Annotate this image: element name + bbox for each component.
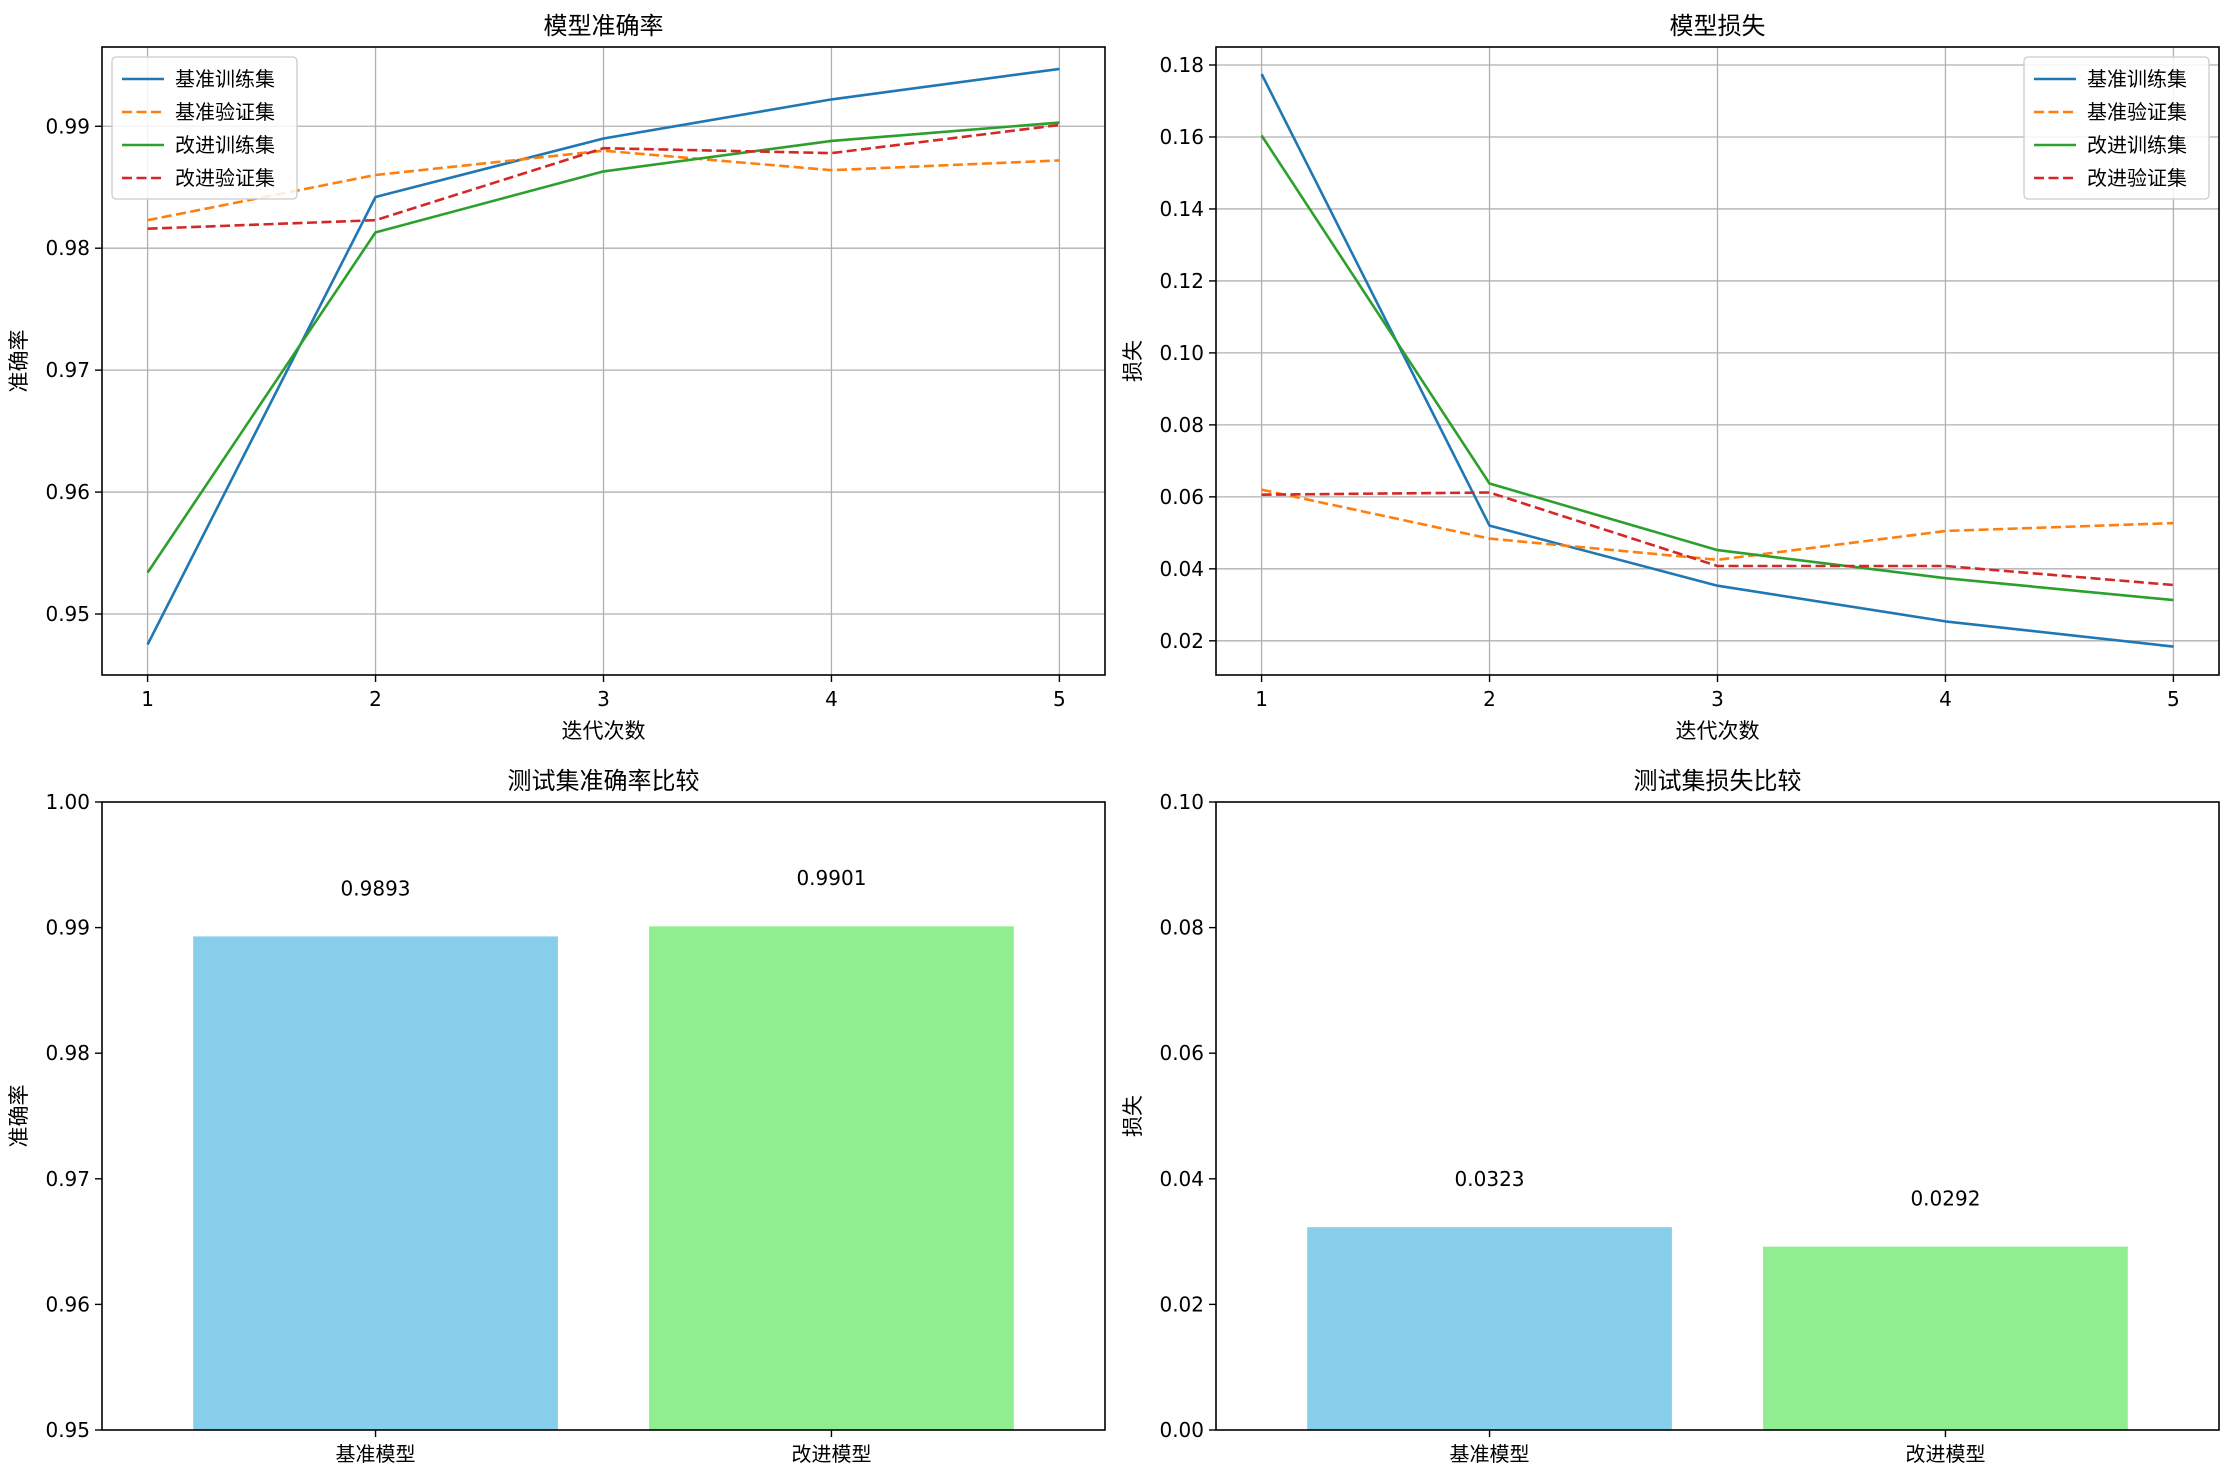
bar-value-label: 0.9893 [341,876,411,900]
axes-frame [1215,801,2220,1431]
y-tick-label: 0.12 [1159,269,1204,293]
y-tick-label: 0.18 [1159,53,1204,77]
series-line-3 [146,121,1060,574]
y-tick-label: 0.96 [45,480,90,504]
legend-label: 改进训练集 [2087,133,2187,157]
y-axis-label: 损失 [1121,340,1145,382]
y-tick-label: 0.95 [45,602,90,626]
legend-box [111,56,298,200]
bar-2 [1763,1246,2128,1430]
legend-label: 改进验证集 [175,166,275,190]
y-tick-label: 0.99 [45,916,90,940]
y-tick-label: 0.04 [1159,557,1204,581]
panel-title: 测试集准确率比较 [508,767,700,795]
series-line-3 [1260,134,2174,602]
y-tick-label: 0.99 [45,114,90,138]
legend-label: 基准训练集 [175,67,275,91]
panel-2: 0.02 0.04 0.06 0.08 0.10 0.12 0.14 0.16 0.18 1 2 3 4… [1121,12,2220,743]
legend-box [2023,56,2210,200]
bar-value-label: 0.0292 [1910,1186,1980,1210]
y-tick-label: 0.97 [45,358,90,382]
y-tick-label: 0.96 [45,1292,90,1316]
y-tick-label: 0.08 [1159,916,1204,940]
panel-title: 模型准确率 [544,12,664,40]
series-line-4 [1261,491,2174,587]
x-tick-label: 基准模型 [1450,1442,1530,1466]
y-tick-label: 0.98 [45,1041,90,1065]
y-tick-label: 0.16 [1159,125,1204,149]
y-tick-label: 0.98 [45,236,90,260]
bar-2 [649,926,1014,1430]
panel-title: 模型损失 [1670,12,1766,40]
x-axis-label: 迭代次数 [1676,719,1760,743]
bar-1 [1307,1227,1672,1430]
y-axis-label: 损失 [1121,1095,1145,1137]
y-tick-label: 0.02 [1159,1292,1204,1316]
y-tick-label: 0.14 [1159,197,1204,221]
legend-label: 改进验证集 [2087,166,2187,190]
x-tick-label: 3 [1711,687,1724,711]
x-tick-label: 2 [369,687,382,711]
y-axis-label: 准确率 [7,330,31,393]
panel-3: 0.9893 0.9901 0.95 0.96 0.97 0.98 0.99 1.00 基准模型… [7,767,1106,1466]
legend-label: 基准训练集 [2087,67,2187,91]
y-tick-label: 0.02 [1159,629,1204,653]
y-tick-label: 0.10 [1159,341,1204,365]
y-tick-label: 0.97 [45,1167,90,1191]
x-tick-label: 基准模型 [336,1442,416,1466]
x-tick-label: 3 [597,687,610,711]
x-tick-label: 改进模型 [1905,1442,1985,1466]
y-tick-label: 1.00 [45,790,90,814]
y-tick-label: 0.06 [1159,1041,1204,1065]
y-tick-label: 0.10 [1159,790,1204,814]
y-tick-label: 0.00 [1159,1418,1204,1442]
series-line-1 [1260,73,2174,648]
x-tick-label: 改进模型 [791,1442,871,1466]
y-tick-label: 0.04 [1159,1167,1204,1191]
series-line-2 [147,149,1060,222]
x-axis-label: 迭代次数 [562,719,646,743]
y-tick-label: 0.95 [45,1418,90,1442]
bar-value-label: 0.0323 [1455,1167,1525,1191]
panel-title: 测试集损失比较 [1634,767,1802,795]
x-tick-label: 4 [1939,687,1952,711]
x-tick-label: 2 [1483,687,1496,711]
bar-1 [193,936,558,1430]
y-tick-label: 0.08 [1159,413,1204,437]
bar-value-label: 0.9901 [796,866,866,890]
legend-label: 基准验证集 [2087,100,2187,124]
x-tick-label: 4 [825,687,838,711]
legend-label: 改进训练集 [175,133,275,157]
x-tick-label: 5 [2167,687,2180,711]
axes-frame [101,801,1106,1431]
y-tick-label: 0.06 [1159,485,1204,509]
x-tick-label: 1 [141,687,154,711]
x-tick-label: 5 [1053,687,1066,711]
y-axis-label: 准确率 [7,1085,31,1148]
x-tick-label: 1 [1255,687,1268,711]
series-line-4 [147,123,1060,230]
legend-label: 基准验证集 [175,100,275,124]
panel-4: 0.0323 0.0292 0.00 0.02 0.04 0.06 0.08 0.10 基准模型… [1121,767,2220,1466]
